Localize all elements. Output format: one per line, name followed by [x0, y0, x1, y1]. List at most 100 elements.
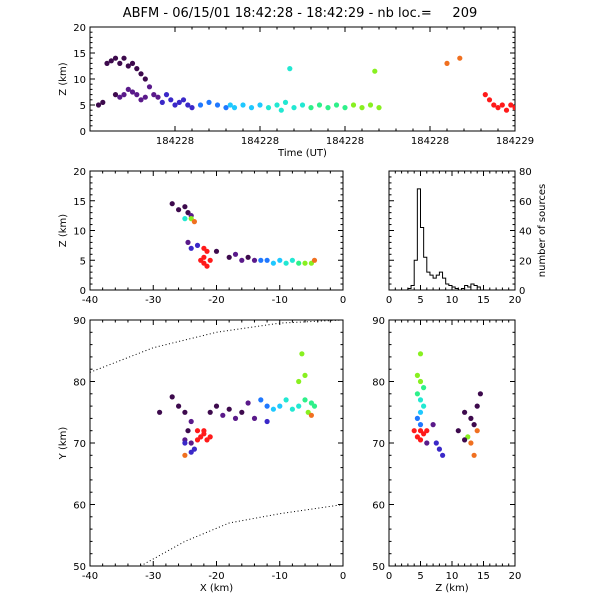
data-point: [417, 422, 424, 428]
histogram-bar: [461, 289, 464, 290]
data-point: [176, 207, 182, 213]
histogram-bar: [411, 286, 414, 290]
y-tick-label: 60: [372, 501, 385, 512]
y-axis-label: Y (km): [58, 427, 69, 461]
x-tick-label: 184228: [326, 136, 364, 147]
data-point: [194, 428, 201, 434]
x-tick-label: -10: [272, 571, 288, 582]
data-point: [104, 60, 110, 66]
data-point: [424, 440, 430, 446]
time-height-panel: 184228 184228 184228 184228 184229 0 5 10 15 20 Ti…: [58, 23, 534, 159]
data-point: [417, 351, 424, 357]
data-point: [245, 400, 251, 406]
data-point: [333, 102, 340, 108]
y-tick-label: 90: [73, 316, 86, 327]
data-point: [134, 66, 140, 72]
y-tick-label: 0: [80, 127, 86, 138]
data-point: [207, 257, 213, 263]
y-axis-label: Z (km): [58, 214, 69, 247]
data-point: [258, 397, 264, 403]
histogram-bar: [474, 286, 477, 290]
data-point: [508, 102, 514, 108]
data-point: [129, 60, 136, 66]
data-point: [296, 260, 302, 266]
data-point: [182, 409, 188, 415]
data-point: [350, 102, 357, 108]
histogram-bar: [455, 289, 458, 290]
data-point: [258, 257, 264, 263]
figure-title: ABFM - 06/15/01 18:42:28 - 18:42:29 - nb…: [123, 6, 478, 21]
data-point: [433, 440, 439, 446]
data-point: [308, 105, 314, 111]
x-tick-label: 0: [340, 571, 346, 582]
data-point: [232, 415, 239, 421]
x-tick-label: -20: [208, 571, 224, 582]
data-point: [138, 97, 144, 103]
histogram-bar: [408, 289, 411, 290]
y-tick-label: 90: [372, 316, 385, 327]
data-point: [231, 105, 238, 111]
data-point: [117, 94, 123, 100]
data-point: [182, 440, 188, 446]
data-points: [169, 201, 318, 269]
x-tick-label: 184228: [241, 136, 279, 147]
y-tick-label: 0: [519, 286, 525, 297]
z-y-view-panel: 0 5 10 15 20 50 60 70 80 90 Z (km): [372, 316, 521, 594]
data-point: [296, 378, 302, 385]
y-tick-label: 20: [519, 256, 532, 267]
data-point: [436, 446, 442, 452]
data-point: [100, 99, 106, 105]
data-point: [264, 418, 270, 425]
data-point: [417, 437, 424, 443]
data-point: [248, 105, 255, 111]
histogram-bar: [427, 272, 430, 290]
data-point: [296, 403, 302, 409]
data-point: [302, 260, 308, 266]
data-point: [245, 254, 251, 260]
data-point: [226, 254, 232, 260]
y-tick-label: 40: [519, 227, 532, 238]
data-point: [417, 397, 424, 403]
data-point: [486, 97, 493, 103]
data-point: [251, 257, 258, 263]
data-point: [283, 260, 289, 266]
y-tick-label: 50: [372, 562, 385, 573]
data-point: [95, 102, 102, 108]
y-tick-label: 50: [73, 562, 86, 573]
data-point: [169, 394, 175, 400]
data-point: [421, 403, 427, 409]
data-point: [206, 99, 212, 105]
data-point: [240, 102, 246, 108]
data-point: [125, 63, 131, 69]
x-tick-label: 15: [477, 571, 490, 582]
x-tick-label: 20: [509, 295, 522, 306]
x-tick-label: 0: [340, 295, 346, 306]
histogram-bar: [424, 257, 427, 290]
data-point: [455, 428, 461, 434]
data-point: [168, 97, 174, 103]
range-ring: [89, 319, 344, 373]
data-point: [499, 102, 505, 108]
data-point: [201, 254, 207, 260]
data-point: [188, 418, 194, 425]
data-point: [176, 99, 182, 105]
histogram-bar: [468, 287, 471, 290]
histogram-bar: [439, 272, 442, 290]
data-point: [430, 422, 436, 428]
x-tick-label: -30: [145, 295, 161, 306]
data-point: [372, 68, 378, 74]
data-point: [194, 437, 201, 443]
data-point: [185, 239, 191, 245]
data-point: [134, 92, 140, 98]
x-tick-label: 15: [477, 295, 490, 306]
x-tick-label: 5: [417, 571, 423, 582]
x-tick-label: -20: [208, 295, 224, 306]
data-point: [367, 102, 374, 108]
data-point: [424, 428, 430, 434]
data-point: [121, 92, 127, 98]
data-point: [471, 422, 477, 428]
data-point: [283, 397, 289, 403]
data-point: [142, 76, 148, 82]
histogram-bar: [446, 284, 449, 290]
